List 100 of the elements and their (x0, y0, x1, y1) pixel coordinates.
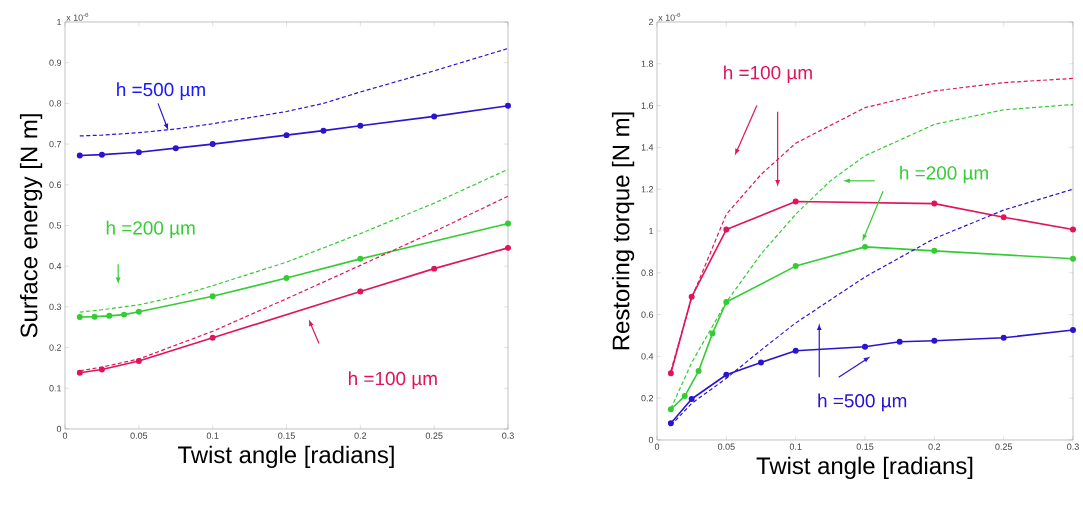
y-tick-label: 0.1 (49, 385, 62, 392)
point (320, 127, 327, 134)
y-tick-label: 0.7 (49, 140, 62, 148)
y-tick-label: 0.6 (49, 181, 62, 188)
annotation: h =500 µm (818, 393, 907, 412)
point (688, 293, 695, 300)
x-tick-label: 0 (654, 443, 660, 450)
y-tick-label: 2 (648, 18, 654, 26)
point (709, 330, 716, 337)
y-tick-label: 0.4 (49, 263, 62, 270)
y-tick-label: 0.6 (641, 311, 654, 318)
point (209, 334, 216, 341)
point (862, 343, 868, 350)
point (505, 220, 511, 227)
y-tick-label: 1.6 (641, 102, 654, 109)
point (931, 247, 938, 254)
point (431, 265, 438, 272)
line-series (79, 47, 509, 137)
point (723, 371, 730, 378)
x-tick-label: 0.2 (354, 432, 367, 439)
point (1070, 327, 1076, 334)
text: x 10$^{-6}$ (658, 12, 681, 21)
point (357, 288, 364, 295)
point (792, 263, 799, 270)
point (283, 132, 290, 139)
y-tick-label: 0.8 (49, 100, 62, 107)
point (792, 347, 799, 354)
x-tick-label: 0.3 (502, 432, 514, 439)
x-tick-label: 0.1 (789, 443, 802, 450)
point (688, 396, 695, 403)
point (681, 393, 688, 400)
point (172, 145, 179, 152)
point (723, 299, 730, 306)
y-tick-label: 0.5 (49, 222, 62, 229)
point (209, 141, 216, 148)
x-tick-label: 0.05 (130, 432, 148, 439)
point (357, 255, 364, 262)
y-tick-label: 0 (56, 425, 62, 433)
point (667, 370, 674, 377)
x-tick-label: 0.2 (928, 443, 941, 450)
point (667, 420, 674, 427)
point (1000, 334, 1007, 341)
x-axis-title: Twist angle [radians] (756, 456, 973, 479)
point (209, 293, 216, 300)
point (505, 102, 511, 109)
point (667, 406, 674, 413)
point (1070, 226, 1076, 233)
point (135, 149, 142, 156)
y-tick-label: 0.4 (641, 353, 654, 360)
annotation: h =100 µm (724, 65, 812, 84)
y-tick-label: 1 (649, 227, 654, 235)
point (357, 122, 364, 129)
x-tick-label: 0.1 (206, 432, 219, 439)
point (91, 313, 98, 320)
point (135, 308, 142, 315)
point (931, 337, 938, 344)
point (1070, 255, 1076, 262)
x-tick-label: 0.05 (717, 443, 735, 450)
y-tick-label: 1 (57, 18, 62, 26)
y-tick-label: 0.2 (641, 395, 654, 402)
point (896, 338, 903, 345)
point (135, 358, 142, 365)
text: x 10$^{-6}$ (66, 12, 89, 21)
annotation: h =200 µm (900, 165, 988, 184)
point (76, 152, 83, 159)
point (98, 151, 105, 158)
point (695, 368, 702, 375)
annotation: h =500 µm (117, 82, 205, 100)
x-tick-label: 0.15 (278, 432, 295, 439)
point (121, 311, 128, 318)
point (931, 200, 938, 207)
x-tick-label: 0.25 (995, 443, 1013, 450)
point (758, 359, 764, 366)
point (431, 113, 438, 120)
y-axis-title: Surface energy [N m] (19, 114, 43, 338)
x-tick-label: 0 (62, 432, 68, 439)
point (76, 369, 83, 376)
annotation: h =200 µm (106, 220, 195, 239)
x-tick-label: 0.25 (425, 432, 443, 439)
point (98, 366, 105, 373)
x-axis-title: Twist angle [radians] (178, 445, 394, 468)
point (106, 312, 113, 319)
y-tick-label: 1.4 (641, 144, 654, 151)
y-tick-label: 0.3 (49, 303, 62, 311)
y-tick-label: 0.8 (641, 269, 654, 276)
x-tick-label: 0.3 (1067, 443, 1079, 450)
point (723, 226, 730, 233)
point (76, 314, 83, 321)
point (792, 198, 799, 205)
x-tick-label: 0.15 (856, 443, 874, 450)
point (505, 244, 511, 251)
point (862, 243, 868, 250)
y-tick-label: 0.9 (49, 59, 62, 66)
y-tick-label: 0.2 (49, 344, 62, 351)
point (283, 275, 290, 281)
annotation: h =100 µm (348, 371, 437, 389)
y-tick-label: 1.2 (641, 186, 654, 193)
y-tick-label: 1.8 (641, 60, 654, 67)
y-axis-title: Restoring torque [N m] (611, 112, 635, 350)
point (1000, 214, 1007, 221)
